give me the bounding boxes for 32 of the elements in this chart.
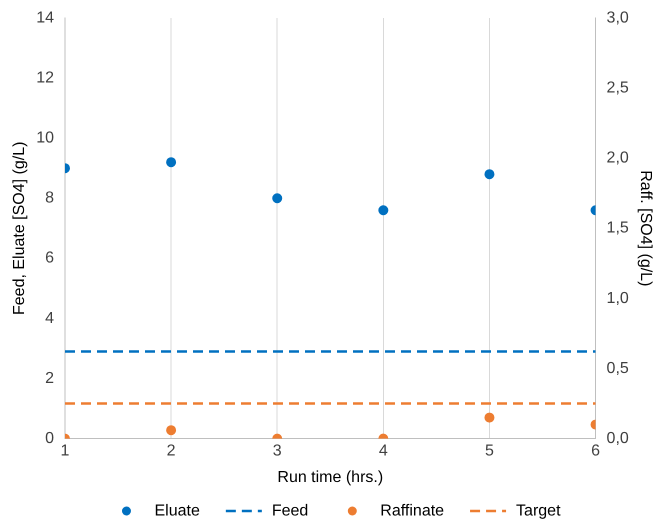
legend-label: Target (516, 502, 562, 520)
y-tick-label: 12 (36, 69, 54, 86)
x-tick-label: 3 (272, 442, 282, 460)
legend-label: Raffinate (380, 502, 444, 520)
x-tick-label: 1 (60, 442, 70, 460)
y-tick-label: 0 (45, 430, 54, 448)
y-tick-label: 6 (45, 250, 54, 267)
y2-tick-label: 0,5 (606, 360, 629, 377)
x-axis-title: Run time (hrs.) (277, 468, 384, 486)
y2-tick-label: 0,0 (606, 430, 629, 448)
x-tick-label: 5 (484, 442, 494, 460)
y-tick-label: 10 (36, 130, 54, 147)
y2-tick-label: 2,0 (606, 150, 629, 167)
point (378, 205, 388, 216)
y2-axis-title: Raff. [SO4] (g/L) (636, 170, 654, 286)
y-tick-label: 8 (45, 190, 54, 207)
y2-tick-label: 1,0 (606, 290, 629, 307)
y2-tick-label: 2,5 (606, 80, 629, 97)
legend-label: Feed (272, 502, 308, 520)
y-tick-label: 14 (36, 9, 54, 26)
y-tick-label: 2 (45, 370, 54, 387)
x-tick-label: 4 (378, 442, 388, 460)
legend-label: Eluate (154, 502, 200, 520)
y-axis-title: Feed, Eluate [SO4] (g/L) (11, 142, 28, 316)
y2-tick-label: 1,5 (606, 220, 629, 237)
y-tick-label: 4 (45, 310, 54, 327)
point (484, 169, 494, 180)
x-tick-label: 6 (591, 442, 600, 460)
point (272, 193, 282, 204)
point (166, 157, 176, 168)
x-tick-label: 2 (166, 442, 176, 460)
y2-tick-label: 3,0 (606, 9, 629, 26)
